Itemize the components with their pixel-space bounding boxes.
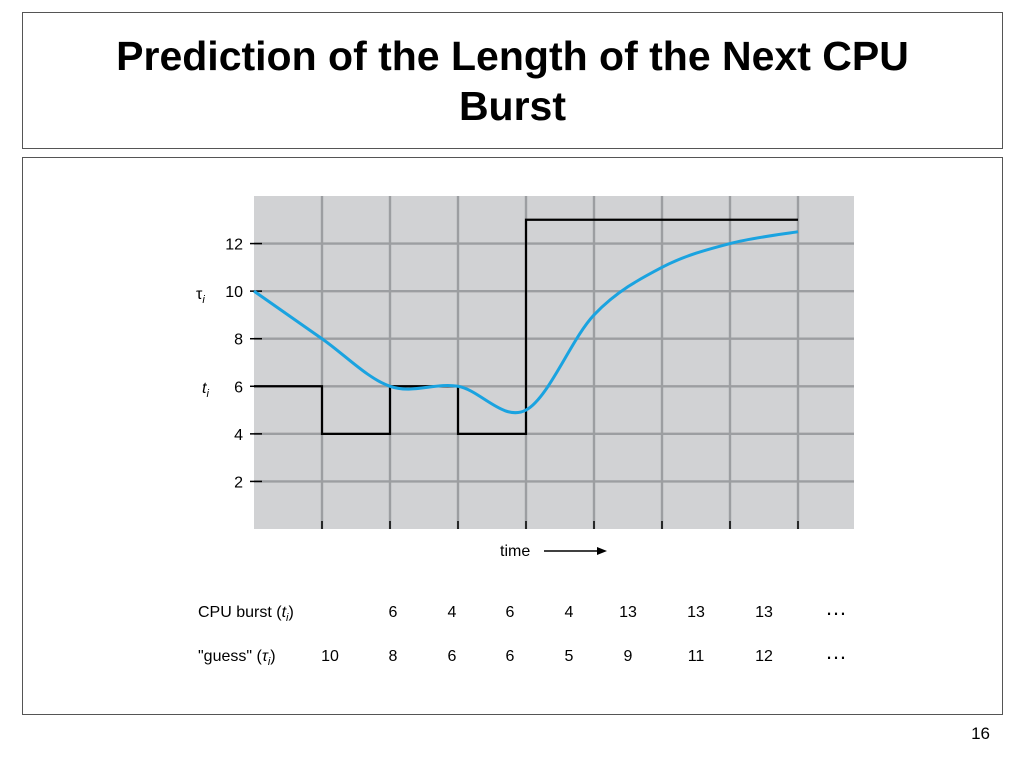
t-symbol: t xyxy=(202,380,207,397)
table-row-label: "guess" (τi) xyxy=(198,648,276,668)
table-cell: 12 xyxy=(755,648,773,665)
slide-number: 16 xyxy=(971,724,990,743)
row-label-sub: i xyxy=(268,656,271,668)
y-tick-label: 8 xyxy=(234,332,243,349)
table-cell: 9 xyxy=(624,648,633,665)
slide-title: Prediction of the Length of the Next CPU… xyxy=(116,32,909,129)
tau-subscript: i xyxy=(202,294,205,306)
tau-axis-label: τi xyxy=(196,286,205,306)
time-arrow-head xyxy=(597,547,607,555)
table-cell: 8 xyxy=(389,648,398,665)
table-ellipsis: … xyxy=(825,595,847,620)
table-row-label: CPU burst (ti) xyxy=(198,604,294,624)
table-cell: 13 xyxy=(755,604,773,621)
table-cell: 6 xyxy=(506,648,515,665)
content-box xyxy=(22,157,1003,715)
y-tick-label: 10 xyxy=(225,284,243,301)
row-label-pre: CPU burst ( xyxy=(198,604,282,621)
row-label-var: τ xyxy=(262,648,269,665)
y-tick-label: 2 xyxy=(234,474,243,491)
y-tick-label: 6 xyxy=(234,379,243,396)
row-label-post: ) xyxy=(270,648,275,665)
table-cell: 4 xyxy=(565,604,574,621)
values-table: CPU burst (ti) 6 4 6 4 13 13 13 …"guess" (τi) 10 8… xyxy=(198,595,847,668)
x-axis-label-text: time xyxy=(500,543,530,560)
t-subscript: i xyxy=(206,388,209,400)
cpu-burst-step-line xyxy=(254,218,798,435)
table-cell: 6 xyxy=(389,604,398,621)
t-axis-label: ti xyxy=(202,380,209,400)
y-tick-label: 4 xyxy=(234,427,243,444)
table-cell: 10 xyxy=(321,648,339,665)
table-cell: 6 xyxy=(506,604,515,621)
guess-curve xyxy=(253,230,799,415)
grid-lines xyxy=(254,196,854,529)
tau-symbol: τ xyxy=(196,286,203,303)
x-axis-label: time xyxy=(500,543,607,560)
row-label-var: t xyxy=(282,604,287,621)
y-ticks: 2 4 6 8 10 12 xyxy=(225,237,262,491)
table-ellipsis: … xyxy=(825,639,847,664)
plot-area xyxy=(254,196,854,529)
table-cell: 6 xyxy=(448,648,457,665)
title-box: Prediction of the Length of the Next CPU… xyxy=(22,12,1003,149)
table-cell: 11 xyxy=(688,648,705,665)
table-cell: 4 xyxy=(448,604,457,621)
x-ticks xyxy=(321,521,799,529)
row-label-sub: i xyxy=(286,612,289,624)
y-tick-label: 12 xyxy=(225,237,243,254)
row-label-post: ) xyxy=(288,604,293,621)
row-label-pre: "guess" ( xyxy=(198,648,263,665)
table-cell: 5 xyxy=(565,648,574,665)
table-cell: 13 xyxy=(687,604,705,621)
table-cell: 13 xyxy=(619,604,637,621)
y-series-labels: τi ti xyxy=(196,286,209,400)
